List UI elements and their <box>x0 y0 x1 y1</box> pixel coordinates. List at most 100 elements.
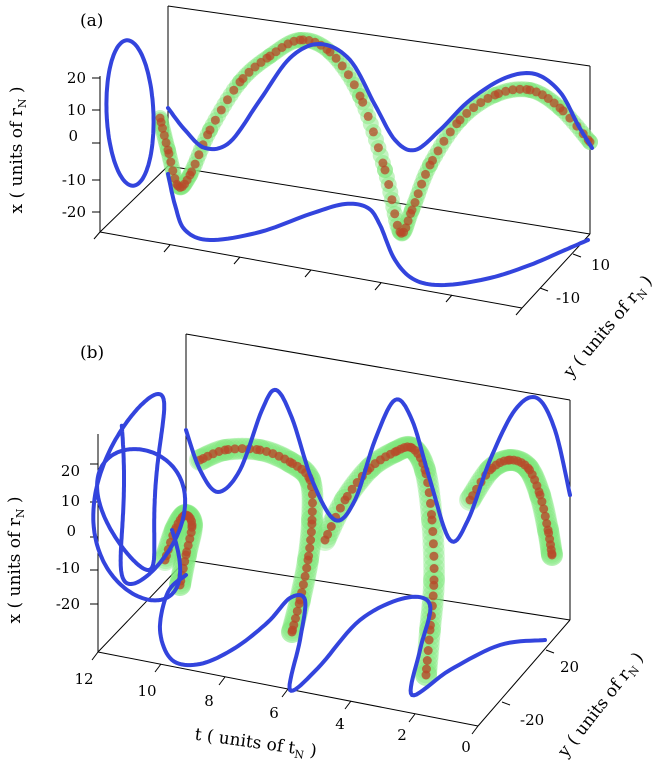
tube-core-bead <box>326 522 336 531</box>
panel-a-t-tick <box>445 294 453 303</box>
panel-b-t-tick: 6 <box>269 688 289 722</box>
tube-core-bead <box>407 205 417 215</box>
tube-core-bead <box>540 511 550 521</box>
panel-a-y-tick-label: 10 <box>591 256 610 274</box>
panel-b: (b) 20 10 0 -10 -20 12 10 8 6 4 2 0 <box>5 333 648 764</box>
panel-b-z-tick-label: -20 <box>56 595 80 613</box>
panel-b-t-tick: 0 <box>461 725 479 756</box>
panel-a-floor-left-edge <box>99 165 169 233</box>
panel-a-top-back-edge <box>167 5 591 67</box>
tube-core-bead <box>230 444 240 454</box>
tube-core-bead <box>306 535 316 545</box>
panel-b-side-wall-projection <box>91 392 188 603</box>
panel-b-z-tick-label: -10 <box>56 559 80 577</box>
tube-core-bead <box>558 106 568 116</box>
tube-core-bead <box>428 527 438 536</box>
tube-core-bead <box>158 123 167 133</box>
panel-b-top-back-edge <box>185 333 571 401</box>
tube-core-bead <box>368 127 378 137</box>
tube-core-bead <box>308 498 317 508</box>
panel-a-t-ticks <box>93 231 523 316</box>
tube-core-bead <box>325 47 335 57</box>
tube-core-bead <box>380 165 390 175</box>
panel-b-t-tick: 12 <box>74 651 99 688</box>
panel-b-t-ticks: 12 10 8 6 4 2 0 <box>74 651 479 756</box>
tube-core-bead <box>445 127 455 137</box>
tube-core-bead <box>298 580 308 590</box>
tube-glow-bead <box>423 551 445 574</box>
tube-core-bead <box>426 498 435 508</box>
panel-b-t-tick-label: 6 <box>269 704 279 722</box>
tube-core-bead <box>302 563 312 573</box>
tube-core-bead <box>508 85 518 95</box>
panel-a-t-tick <box>304 269 312 278</box>
tube-core-bead <box>392 220 402 230</box>
tube-core-bead <box>429 564 439 573</box>
panel-a-label: (a) <box>80 11 103 31</box>
panel-b-t-tick-label: 4 <box>335 715 345 733</box>
tube-core-bead <box>331 53 341 63</box>
panel-b-z-tick: -20 <box>56 595 98 613</box>
panel-a-t-tick <box>163 244 171 253</box>
tube-core-bead <box>168 166 178 176</box>
panel-a-back-wall-projection <box>166 41 594 153</box>
tube-core-bead <box>161 138 171 148</box>
tube-core-bead <box>428 155 437 165</box>
tube-core-bead <box>307 489 317 499</box>
tube-core-bead <box>421 670 431 680</box>
panel-b-z-tick: 20 <box>61 462 98 480</box>
tube-core-bead <box>549 98 559 108</box>
panel-b-y-tick: -20 <box>501 701 544 729</box>
tube-core-bead <box>433 146 443 156</box>
panel-a-y-axis-line <box>521 233 591 309</box>
panel-a-z-tick-label: 0 <box>68 127 78 145</box>
panel-b-floor-left-edge <box>97 559 187 653</box>
tube-core-bead <box>363 111 373 121</box>
panel-b-z-axis-label: x ( units of rN ) <box>5 496 27 623</box>
tube-core-bead <box>539 504 549 514</box>
tube-core-bead <box>187 167 197 177</box>
panel-a-z-tick: 0 <box>68 127 100 145</box>
tube-core-bead <box>159 130 169 140</box>
tube-core-bead <box>403 216 413 226</box>
panel-a-z-tick-label: 10 <box>67 101 86 119</box>
tube-core-bead <box>292 606 302 616</box>
tube-core-bead <box>180 557 190 566</box>
panel-b-t-tick-label: 0 <box>461 738 471 756</box>
panel-b-y-axis-line <box>477 619 571 727</box>
panel-b-z-tick-label: 20 <box>61 462 80 480</box>
tube-core-bead <box>223 445 233 454</box>
panel-a-z-tick: 20 <box>67 69 100 87</box>
panel-b-t-tick-label: 12 <box>74 670 93 688</box>
panel-b-t-tick-label: 10 <box>137 682 156 700</box>
tube-core-bead <box>229 85 239 95</box>
panel-b-z-tick-label: 10 <box>61 492 80 510</box>
panel-b-y-tick-label: 20 <box>560 658 579 676</box>
panel-a-z-ticks: 20 10 0 -10 -20 <box>62 69 100 221</box>
tube-core-bead <box>428 591 438 601</box>
tube-core-bead <box>483 93 493 103</box>
tube-core-bead <box>194 150 204 160</box>
tube-core-bead <box>237 444 247 454</box>
panel-a-trajectory-tube <box>152 31 598 242</box>
tube-core-bead <box>439 136 449 146</box>
tube-core-bead <box>417 179 427 189</box>
tube-core-bead <box>164 149 174 159</box>
tube-core-bead <box>537 497 547 507</box>
panel-b-y-tick: 20 <box>545 649 579 676</box>
tube-core-bead <box>294 599 304 609</box>
panel-b-t-tick-label: 2 <box>397 726 407 744</box>
tube-core-bead <box>305 543 315 553</box>
tube-core-bead <box>342 491 352 501</box>
panel-a-y-tick: -10 <box>539 287 580 307</box>
panel-b-t-axis-label: t ( units of tN ) <box>193 725 318 764</box>
tube-core-bead <box>343 70 353 80</box>
tube-core-bead <box>413 189 423 199</box>
panel-b-label: (b) <box>80 343 104 363</box>
tube-core-bead <box>307 519 317 529</box>
tube-core-bead <box>373 143 383 153</box>
tube-core-bead <box>547 550 557 560</box>
panel-a-z-axis-label: x ( units of rN ) <box>7 86 29 213</box>
tube-core-bead <box>429 580 439 590</box>
tube-core-bead <box>335 503 345 513</box>
